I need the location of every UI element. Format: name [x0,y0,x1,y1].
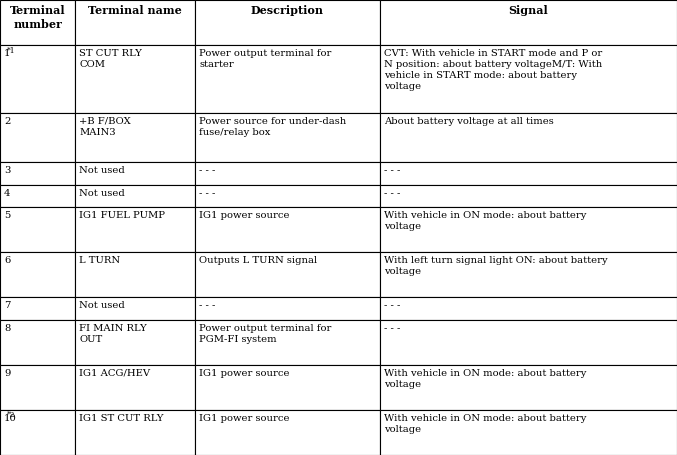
Bar [380,185,677,207]
Text: With left turn signal light ON: about battery
voltage: With left turn signal light ON: about ba… [384,256,608,276]
Text: 7: 7 [4,301,10,310]
Bar [195,185,380,207]
Bar [195,365,380,410]
Text: Power output terminal for
starter: Power output terminal for starter [199,49,331,69]
Text: About battery voltage at all times: About battery voltage at all times [384,116,554,126]
Text: Terminal
number: Terminal number [9,5,65,30]
Text: Not used: Not used [79,301,125,310]
Text: FI MAIN RLY
OUT: FI MAIN RLY OUT [79,324,147,344]
Text: Description: Description [251,5,324,16]
Text: Terminal name: Terminal name [88,5,182,16]
Text: *2: *2 [7,411,16,420]
Bar [75,410,195,455]
Text: IG1 power source: IG1 power source [199,211,290,220]
Text: 9: 9 [4,369,10,378]
Text: Power output terminal for
PGM-FI system: Power output terminal for PGM-FI system [199,324,331,344]
Text: With vehicle in ON mode: about battery
voltage: With vehicle in ON mode: about battery v… [384,369,586,389]
Text: With vehicle in ON mode: about battery
voltage: With vehicle in ON mode: about battery v… [384,211,586,231]
Bar [380,113,677,162]
Bar [75,45,195,113]
Bar [75,185,195,207]
Bar [380,45,677,113]
Text: - - -: - - - [384,324,400,333]
Text: 3: 3 [4,166,10,175]
Text: ST CUT RLY
COM: ST CUT RLY COM [79,49,142,69]
Bar [75,207,195,252]
Bar [195,207,380,252]
Text: - - -: - - - [199,189,215,198]
Bar [0,252,75,297]
Bar [380,162,677,185]
Bar [75,320,195,365]
Bar [0,365,75,410]
Text: 2: 2 [4,116,10,126]
Bar [380,207,677,252]
Bar [0,0,75,45]
Text: Signal: Signal [508,5,548,16]
Text: Not used: Not used [79,189,125,198]
Text: L TURN: L TURN [79,256,120,265]
Text: 10: 10 [4,414,17,423]
Text: 6: 6 [4,256,10,265]
Bar [75,297,195,320]
Bar [195,45,380,113]
Text: Power source for under-dash
fuse/relay box: Power source for under-dash fuse/relay b… [199,116,346,136]
Text: 1: 1 [4,49,11,58]
Bar [0,45,75,113]
Bar [75,113,195,162]
Text: - - -: - - - [384,189,400,198]
Text: IG1 ST CUT RLY: IG1 ST CUT RLY [79,414,164,423]
Text: IG1 FUEL PUMP: IG1 FUEL PUMP [79,211,165,220]
Bar [195,410,380,455]
Bar [75,252,195,297]
Bar [0,162,75,185]
Bar [75,162,195,185]
Bar [195,252,380,297]
Text: IG1 power source: IG1 power source [199,414,290,423]
Text: With vehicle in ON mode: about battery
voltage: With vehicle in ON mode: about battery v… [384,414,586,434]
Bar [0,410,75,455]
Bar [195,162,380,185]
Bar [195,297,380,320]
Text: 5: 5 [4,211,10,220]
Text: - - -: - - - [199,166,215,175]
Bar [380,252,677,297]
Bar [380,410,677,455]
Bar [0,207,75,252]
Text: IG1 power source: IG1 power source [199,369,290,378]
Bar [195,113,380,162]
Bar [380,365,677,410]
Bar [75,0,195,45]
Text: - - -: - - - [384,166,400,175]
Bar [0,185,75,207]
Text: 8: 8 [4,324,10,333]
Text: +B F/BOX
MAIN3: +B F/BOX MAIN3 [79,116,131,136]
Text: Not used: Not used [79,166,125,175]
Bar [0,113,75,162]
Text: *1: *1 [7,46,16,55]
Text: 4: 4 [4,189,11,198]
Bar [75,365,195,410]
Bar [195,0,380,45]
Bar [380,297,677,320]
Text: Outputs L TURN signal: Outputs L TURN signal [199,256,317,265]
Bar [380,0,677,45]
Bar [195,320,380,365]
Text: - - -: - - - [384,301,400,310]
Text: - - -: - - - [199,301,215,310]
Text: IG1 ACG/HEV: IG1 ACG/HEV [79,369,150,378]
Bar [380,320,677,365]
Text: CVT: With vehicle in START mode and P or
N position: about battery voltageM/T: W: CVT: With vehicle in START mode and P or… [384,49,603,91]
Bar [0,297,75,320]
Bar [0,320,75,365]
